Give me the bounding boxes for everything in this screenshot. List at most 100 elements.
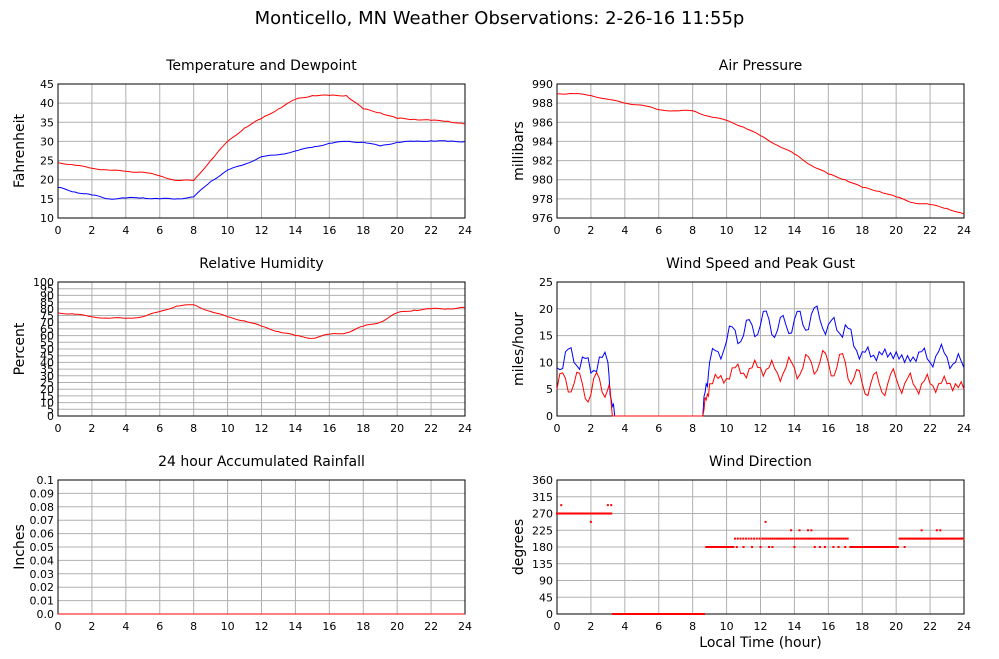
data-point [927,537,930,540]
data-point [714,546,717,548]
data-point [890,546,893,548]
y-tick-label: 988 [532,97,553,110]
data-point [573,512,576,515]
data-point [873,546,876,548]
x-tick-label: 20 [390,620,404,633]
data-point [956,537,959,540]
data-point [832,537,835,540]
data-point [562,512,565,515]
x-tick-label: 22 [923,620,937,633]
x-tick-label: 24 [458,224,472,237]
data-point [852,546,855,548]
data-point [920,529,923,532]
data-point [898,537,901,540]
y-tick-label: 0.01 [30,595,55,608]
data-point [876,546,879,548]
x-tick-label: 2 [88,620,95,633]
y-tick-label: 85 [40,296,54,309]
y-tick-label: 180 [532,541,553,554]
x-tick-label: 4 [621,224,628,237]
data-point [580,512,583,515]
data-point [906,537,909,540]
data-point [779,537,782,540]
data-point [903,537,906,540]
data-point [628,613,631,615]
data-point [832,546,835,548]
data-point [773,537,776,540]
data-point [771,546,774,548]
data-point [564,512,567,515]
data-point [751,546,754,548]
data-point [808,537,811,540]
data-point [659,613,662,615]
y-tick-label: 976 [532,212,553,225]
data-point [561,512,564,515]
data-point [565,512,568,515]
data-point [570,512,573,515]
data-point [887,546,890,548]
data-point [948,537,951,540]
data-point [701,613,704,615]
data-point [902,537,905,540]
data-point [905,537,908,540]
data-point [921,537,924,540]
data-point [633,613,636,615]
y-tick-label: 0.09 [30,487,55,500]
data-point [742,546,745,548]
data-point [624,613,627,615]
data-point [933,537,936,540]
x-tick-label: 2 [88,422,95,435]
data-point [799,537,802,540]
data-point [899,537,902,540]
data-point [579,512,582,515]
data-point [775,537,778,540]
x-tick-label: 6 [156,620,163,633]
data-point [614,613,617,615]
y-axis-label: millibars [511,121,527,181]
data-point [806,529,809,532]
data-point [610,512,613,515]
data-point [880,546,883,548]
x-tick-label: 10 [720,620,734,633]
data-point [622,613,625,615]
data-point [861,546,864,548]
x-tick-label: 14 [787,422,801,435]
y-tick-label: 0.06 [30,528,55,541]
data-point [793,546,796,548]
data-point [681,613,684,615]
data-point [720,546,723,548]
data-point [857,546,860,548]
x-tick-label: 20 [390,422,404,435]
data-point [717,546,720,548]
plot-frame [57,281,466,417]
data-point [608,512,611,515]
data-point [795,537,798,540]
data-point [828,537,831,540]
x-tick-label: 18 [356,422,370,435]
y-tick-label: 40 [40,356,54,369]
data-point [901,537,904,540]
data-point [909,537,912,540]
x-tick-label: 22 [424,224,438,237]
data-point [658,613,661,615]
x-tick-label: 18 [855,224,869,237]
x-tick-label: 12 [754,224,768,237]
y-tick-label: 0.07 [30,514,55,527]
data-point [789,537,792,540]
y-tick-label: 15 [40,390,54,403]
data-point [687,613,690,615]
x-tick-label: 2 [587,422,594,435]
x-tick-label: 20 [889,422,903,435]
y-tick-label: 990 [532,78,553,91]
data-point [765,537,768,540]
data-point [920,537,923,540]
data-point [849,546,852,548]
data-point [818,546,821,548]
x-tick-label: 10 [720,224,734,237]
data-point [943,537,946,540]
y-tick-label: 100 [33,276,54,289]
y-tick-label: 25 [40,155,54,168]
